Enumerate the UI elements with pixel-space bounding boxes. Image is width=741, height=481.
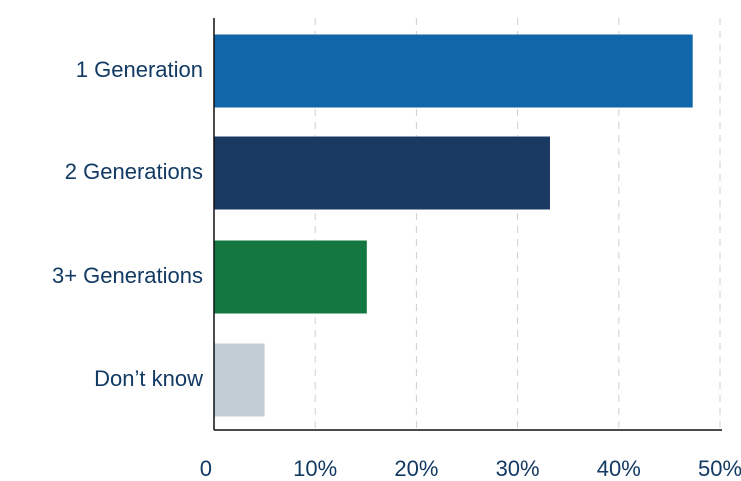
category-label-2: 3+ Generations — [52, 263, 203, 288]
x-tick-label-0: 0 — [200, 456, 212, 481]
bars — [214, 34, 693, 417]
bar-3 — [214, 343, 265, 417]
x-tick-label-2: 20% — [394, 456, 438, 481]
bar-1 — [214, 136, 550, 210]
category-label-0: 1 Generation — [76, 57, 203, 82]
x-tick-label-1: 10% — [293, 456, 337, 481]
bar-2 — [214, 240, 367, 314]
category-labels: 1 Generation 2 Generations 3+ Generations D… — [52, 57, 203, 391]
bar-0 — [214, 34, 693, 108]
x-axis-ticks: 0 10% 20% 30% 40% 50% — [200, 456, 741, 481]
category-label-1: 2 Generations — [65, 159, 203, 184]
x-tick-label-5: 50% — [698, 456, 741, 481]
x-tick-label-4: 40% — [597, 456, 641, 481]
category-label-3: Don’t know — [94, 366, 203, 391]
x-tick-label-3: 30% — [496, 456, 540, 481]
